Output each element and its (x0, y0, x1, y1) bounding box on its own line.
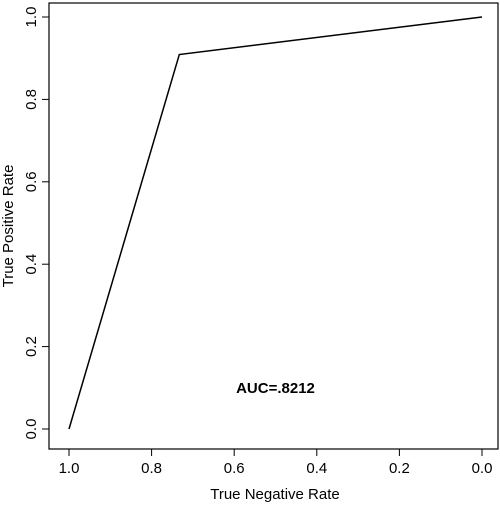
x-axis: 1.0 0.8 0.6 0.4 0.2 0.0 (59, 448, 493, 477)
x-tick-label: 0.4 (306, 460, 327, 477)
x-axis-title: True Negative Rate (210, 486, 340, 503)
y-tick-label: 0.4 (23, 254, 40, 275)
roc-curve (68, 16, 483, 430)
x-tick-label: 1.0 (59, 460, 80, 477)
y-tick-label: 0.2 (23, 336, 40, 357)
y-tick-label: 0.6 (23, 171, 40, 192)
x-tick-label: 0.0 (472, 460, 493, 477)
y-tick-label: 1.0 (23, 7, 40, 28)
y-tick-label: 0.0 (23, 419, 40, 440)
y-tick-label: 0.8 (23, 89, 40, 110)
auc-annotation: AUC=.8212 (236, 380, 315, 397)
x-tick-label: 0.2 (389, 460, 410, 477)
x-tick-label: 0.8 (141, 460, 162, 477)
x-tick-label: 0.6 (224, 460, 245, 477)
y-axis-title: True Positive Rate (0, 165, 17, 288)
y-axis: 0.0 0.2 0.4 0.6 0.8 1.0 (23, 7, 50, 440)
